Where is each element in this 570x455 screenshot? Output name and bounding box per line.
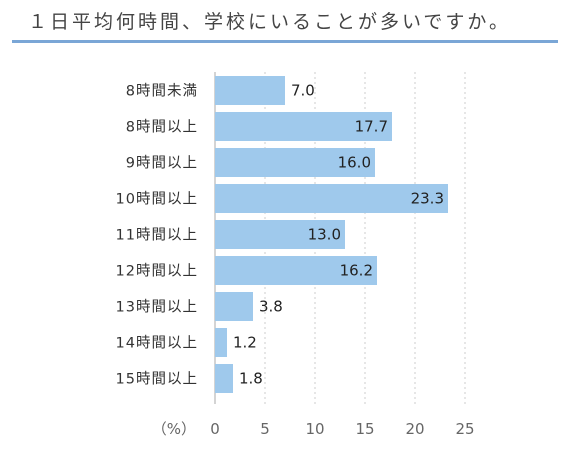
value-label: 16.0 (338, 154, 371, 172)
value-label: 16.2 (340, 262, 373, 280)
category-label: 12時間以上 (116, 263, 198, 280)
x-tick-label: 20 (405, 420, 424, 438)
x-tick-label: 5 (260, 420, 270, 438)
bar (215, 76, 285, 105)
x-axis-unit-label: （%） (152, 420, 196, 438)
category-label: 9時間以上 (126, 155, 198, 172)
bar (215, 292, 253, 321)
bar (215, 256, 377, 285)
category-label: 10時間以上 (116, 191, 198, 208)
chart-title: １日平均何時間、学校にいることが多いですか。 (28, 11, 512, 33)
x-tick-label: 15 (355, 420, 374, 438)
x-tick-label: 10 (305, 420, 324, 438)
category-label: 15時間以上 (116, 371, 198, 388)
category-label: 8時間以上 (126, 119, 198, 136)
value-label: 7.0 (291, 82, 315, 100)
bar (215, 184, 448, 213)
bar (215, 364, 233, 393)
category-label: 14時間以上 (116, 335, 198, 352)
value-label: 3.8 (259, 298, 283, 316)
value-label: 1.8 (239, 370, 263, 388)
bar (215, 148, 375, 177)
bar (215, 328, 227, 357)
category-labels: 8時間未満 8時間以上 9時間以上 10時間以上 11時間以上 12時間以上 13時間以上 1… (116, 83, 198, 388)
bar (215, 220, 345, 249)
title-underline (12, 40, 558, 43)
value-labels: 7.0 17.7 16.0 23.3 13.0 16.2 3.81.2 1.8 (233, 82, 444, 388)
x-tick-labels: 0 5 10 15 20 25 (210, 420, 474, 438)
value-label: 13.0 (308, 226, 341, 244)
category-label: 8時間未満 (126, 83, 198, 100)
x-tick-label: 25 (455, 420, 474, 438)
bars (215, 76, 448, 393)
value-label: 17.7 (355, 118, 388, 136)
x-tick-label: 0 (210, 420, 220, 438)
value-label: 1.2 (233, 334, 257, 352)
category-label: 13時間以上 (116, 299, 198, 316)
bar (215, 112, 392, 141)
category-label: 11時間以上 (116, 227, 198, 244)
value-label: 23.3 (411, 190, 444, 208)
